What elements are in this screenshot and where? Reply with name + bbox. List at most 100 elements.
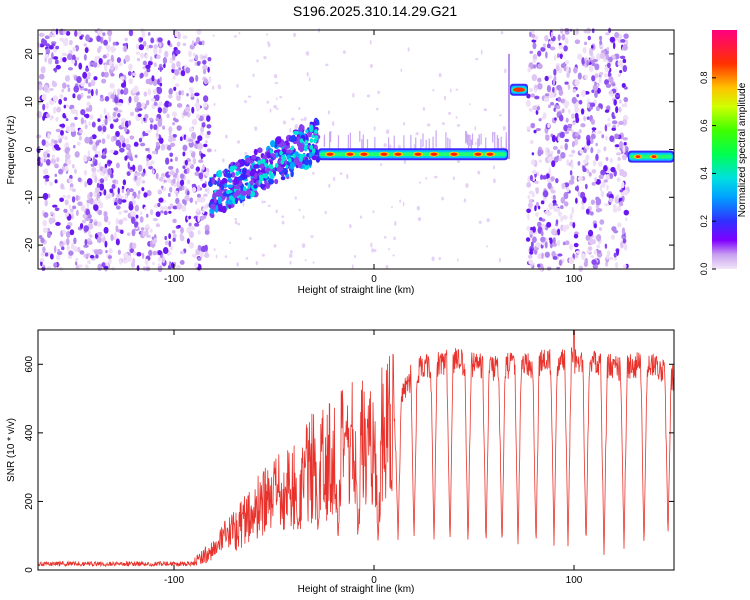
spectrogram-noise-dot xyxy=(59,197,64,203)
spectrogram-noise-dot xyxy=(54,67,58,73)
spectrogram-scatter-dot xyxy=(311,134,316,138)
spectrogram-noise-dot xyxy=(189,149,193,153)
spectrogram-noise-dot xyxy=(129,111,135,117)
spectrogram-noise-dot xyxy=(182,151,186,157)
spectrogram-streak xyxy=(374,137,376,154)
spectrogram-noise-dot xyxy=(82,213,87,219)
spectrogram-noise-dot xyxy=(137,190,141,195)
spectrogram-noise-dot xyxy=(596,53,601,61)
spectrogram-noise-dot xyxy=(169,186,173,193)
spectrogram-noise-dot xyxy=(623,141,627,146)
spectrogram-noise-dot xyxy=(557,253,563,257)
spectrogram-noise-dot xyxy=(622,64,628,73)
spectrogram-noise-dot xyxy=(67,53,73,61)
spectrogram-scatter-dot xyxy=(259,162,265,170)
spectrogram-scatter-dot xyxy=(281,167,287,173)
spectrogram-y-tick-label: -10 xyxy=(24,190,35,205)
spectrogram-noise-dot xyxy=(60,183,65,190)
spectrogram-noise-dot xyxy=(305,51,310,56)
spectrogram-noise-dot xyxy=(60,123,66,128)
spectrogram-noise-dot xyxy=(159,76,162,83)
spectrogram-noise-dot xyxy=(99,94,104,99)
spectrogram-streak xyxy=(349,132,351,149)
spectrogram-noise-dot xyxy=(153,124,158,131)
spectrogram-noise-dot xyxy=(583,159,588,164)
spectrogram-noise-dot xyxy=(312,261,315,264)
spectrogram-noise-dot xyxy=(79,35,83,40)
spectrogram-noise-dot xyxy=(205,140,208,144)
spectrogram-streak xyxy=(410,134,412,153)
spectrogram-noise-dot xyxy=(197,244,202,251)
spectrogram-noise-dot xyxy=(115,162,120,169)
spectrogram-noise-dot xyxy=(40,237,45,244)
spectrogram-noise-dot xyxy=(191,40,195,47)
spectrogram-streak xyxy=(366,139,369,152)
spectrogram-noise-dot xyxy=(78,62,83,70)
spectrogram-noise-dot xyxy=(403,159,407,164)
spectrogram-noise-dot xyxy=(604,124,608,132)
spectrogram-scatter-dot xyxy=(270,140,276,148)
spectrogram-noise-dot xyxy=(135,179,141,187)
spectrogram-noise-dot xyxy=(607,62,611,69)
spectrogram-noise-dot xyxy=(41,139,46,146)
spectrogram-noise-dot xyxy=(571,206,575,215)
spectrogram-noise-dot xyxy=(165,157,170,165)
spectrogram-scatter-dot xyxy=(280,159,285,165)
snr-series-line xyxy=(37,329,675,568)
spectrogram-noise-dot xyxy=(77,94,82,101)
spectrogram-noise-dot xyxy=(124,155,128,161)
spectrogram-noise-dot xyxy=(537,253,543,260)
spectrogram-noise-dot xyxy=(155,94,160,102)
spectrogram-noise-dot xyxy=(151,150,157,155)
spectrogram-noise-dot xyxy=(526,181,532,188)
spectrogram-noise-dot xyxy=(52,106,57,114)
spectrogram-noise-dot xyxy=(59,94,64,99)
spectrogram-noise-dot xyxy=(233,35,238,38)
spectrogram-noise-dot xyxy=(121,185,125,190)
spectrogram-noise-dot xyxy=(529,174,534,182)
spectrogram-noise-dot xyxy=(591,89,595,94)
spectrogram-noise-dot xyxy=(89,136,93,140)
spectrogram-scatter-dot xyxy=(234,197,239,205)
spectrogram-noise-dot xyxy=(591,127,597,131)
spectrogram-noise-dot xyxy=(160,205,165,211)
spectrogram-noise-dot xyxy=(548,91,555,99)
spectrogram-noise-dot xyxy=(559,28,564,35)
spectrogram-noise-dot xyxy=(128,188,134,193)
spectrogram-noise-dot xyxy=(151,236,155,240)
spectrogram-noise-dot xyxy=(611,82,616,87)
spectrogram-noise-dot xyxy=(162,246,169,255)
spectrogram-noise-dot xyxy=(39,258,45,262)
spectrogram-noise-dot xyxy=(544,34,549,42)
spectrogram-noise-dot xyxy=(136,101,142,109)
spectrogram-noise-dot xyxy=(616,248,620,256)
spectrogram-noise-dot xyxy=(564,101,569,109)
spectrogram-noise-dot xyxy=(294,196,297,200)
spectrogram-noise-dot xyxy=(580,108,585,115)
spectrogram-noise-dot xyxy=(42,168,49,175)
spectrogram-noise-dot xyxy=(119,134,125,142)
spectrogram-noise-dot xyxy=(83,244,89,248)
spectrogram-noise-dot xyxy=(86,199,92,204)
spectrogram-noise-dot xyxy=(622,238,627,244)
spectrogram-noise-dot xyxy=(564,60,570,65)
spectrogram-noise-dot xyxy=(61,246,65,251)
spectrogram-noise-dot xyxy=(55,45,60,50)
spectrogram-noise-dot xyxy=(564,201,569,207)
spectrogram-noise-dot xyxy=(586,250,591,254)
spectrogram-noise-dot xyxy=(204,229,210,235)
spectrogram-noise-dot xyxy=(104,64,108,72)
spectrogram-noise-dot xyxy=(64,136,68,141)
spectrogram-noise-dot xyxy=(52,213,56,219)
spectrogram-scatter-dot xyxy=(290,145,295,151)
spectrogram-noise-dot xyxy=(86,95,92,99)
spectrogram-noise-dot xyxy=(116,57,122,64)
spectrogram-streak xyxy=(465,130,467,144)
spectrogram-noise-dot xyxy=(131,195,135,201)
spectrogram-noise-dot xyxy=(109,149,115,154)
spectrogram-noise-dot xyxy=(274,82,279,85)
spectrogram-noise-dot xyxy=(616,123,620,128)
spectrogram-scatter-dot xyxy=(237,176,243,181)
spectrogram-noise-dot xyxy=(596,234,602,242)
spectrogram-noise-dot xyxy=(172,205,178,210)
